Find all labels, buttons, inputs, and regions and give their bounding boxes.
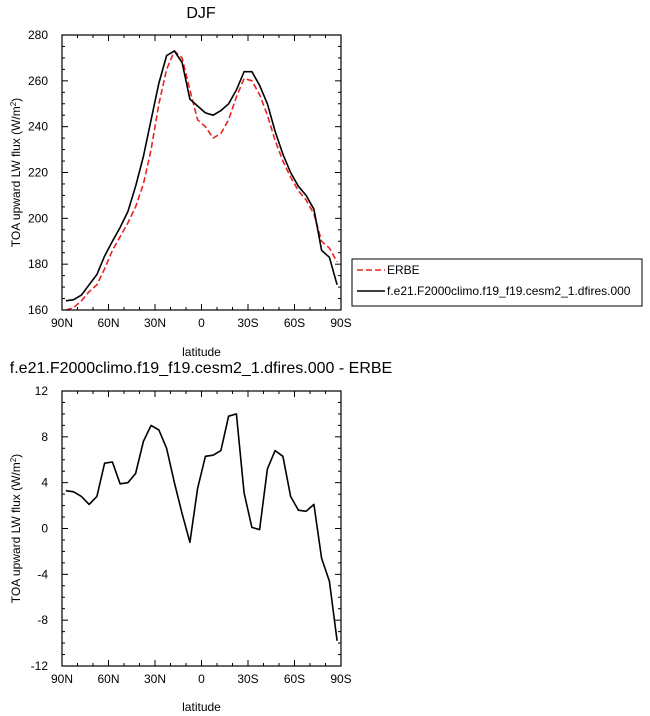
y-tick-label: 200 [28,211,48,225]
x-tick-label: 30S [237,672,258,686]
x-tick-label: 90N [51,672,73,686]
bottom-panel-chart: f.e21.F2000climo.f19_f19.cesm2_1.dfires.… [9,360,393,714]
y-tick-label: 0 [41,522,48,536]
y-tick-label: -8 [37,613,48,627]
y-tick-label: -12 [31,659,49,673]
chart-title: f.e21.F2000climo.f19_f19.cesm2_1.dfires.… [10,360,392,377]
top-panel-chart: DJF 90N 60N 30N 0 30S 60S 90S 160 180 200 220 240 260… [9,5,643,359]
series-line-erbe [65,50,338,311]
legend-box [351,258,643,307]
x-tick-label: 90N [51,316,73,330]
x-tick-label: 60S [284,672,305,686]
y-tick-label: 4 [41,476,48,490]
legend-entry-label: ERBE [387,263,420,277]
legend-entry-label: f.e21.F2000climo.f19_f19.cesm2_1.dfires.… [387,284,631,298]
chart-title: DJF [186,5,216,22]
x-tick-label: 30N [144,316,166,330]
x-tick-label: 30S [237,316,258,330]
y-tick-label: 12 [35,384,49,398]
series-line-f-e21-f2000climo-f19-f19-cesm2-1-dfires-000 [65,50,338,302]
y-tick-label: 240 [28,120,48,134]
x-tick-label: 30N [144,672,166,686]
y-tick-label: 260 [28,74,48,88]
y-tick-label: 8 [41,430,48,444]
x-tick-label: 0 [198,672,205,686]
plot-frame [61,390,342,667]
series-line-difference [65,413,338,641]
y-tick-label: -4 [37,567,48,581]
x-tick-label: 60N [97,316,119,330]
x-axis-label: latitude [182,700,221,714]
x-tick-label: 90S [330,672,351,686]
x-tick-label: 60N [97,672,119,686]
y-tick-label: 220 [28,166,48,180]
x-tick-label: 90S [330,316,351,330]
y-tick-label: 180 [28,257,48,271]
y-axis-label: TOA upward LW flux (W/m2) [9,98,24,247]
x-tick-label: 60S [284,316,305,330]
x-tick-label: 0 [198,316,205,330]
x-axis-label: latitude [182,345,221,359]
y-tick-label: 280 [28,28,48,42]
y-axis-label: TOA upward LW flux (W/m2) [9,454,24,603]
y-tick-label: 160 [28,303,48,317]
legend: ERBE f.e21.F2000climo.f19_f19.cesm2_1.dfi… [351,258,643,307]
